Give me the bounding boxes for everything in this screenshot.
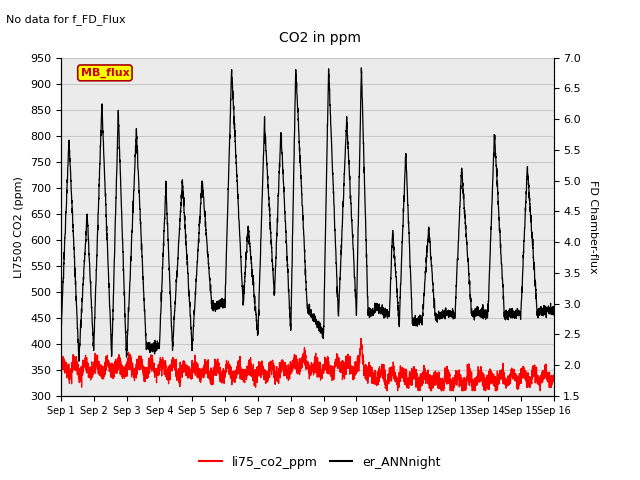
Text: CO2 in ppm: CO2 in ppm [279,31,361,45]
Y-axis label: FD Chamber-flux: FD Chamber-flux [588,180,598,274]
Text: MB_flux: MB_flux [81,68,129,78]
Y-axis label: LI7500 CO2 (ppm): LI7500 CO2 (ppm) [14,176,24,278]
Legend: li75_co2_ppm, er_ANNnight: li75_co2_ppm, er_ANNnight [194,451,446,474]
Text: No data for f_FD_Flux: No data for f_FD_Flux [6,14,126,25]
